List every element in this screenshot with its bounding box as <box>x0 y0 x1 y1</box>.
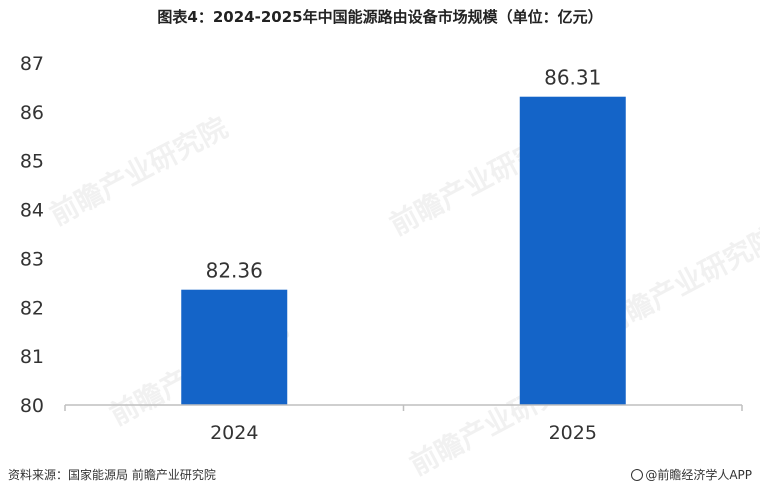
bar-chart: 80 81 82 83 84 85 86 87 82.36 86.31 2024 2025 <box>20 53 743 444</box>
y-tick-label: 85 <box>20 151 44 173</box>
y-tick-label: 80 <box>20 395 44 417</box>
bars: 82.36 86.31 <box>181 66 626 405</box>
brand-logo-icon <box>631 469 644 481</box>
footer: 资料来源：国家能源局 前瞻产业研究院 @前瞻经济学人APP <box>0 466 760 488</box>
source-note: 资料来源：国家能源局 前瞻产业研究院 <box>8 468 216 482</box>
bar-2024 <box>181 289 288 405</box>
brand-credit: @前瞻经济学人APP <box>631 466 752 483</box>
brand-label: @前瞻经济学人APP <box>645 468 752 482</box>
y-tick-label: 84 <box>20 200 44 222</box>
x-tick-label: 2025 <box>549 422 597 444</box>
x-axis: 2024 2025 <box>64 405 743 444</box>
y-tick-label: 83 <box>20 248 44 270</box>
y-tick-label: 82 <box>20 297 44 319</box>
y-tick-label: 87 <box>20 53 44 75</box>
data-label-2024: 82.36 <box>206 259 263 283</box>
y-tick-label: 81 <box>20 346 44 368</box>
bar-2025 <box>519 96 626 405</box>
chart-title: 图表4：2024-2025年中国能源路由设备市场规模（单位：亿元） <box>157 8 603 26</box>
y-tick-label: 86 <box>20 102 44 124</box>
x-tick-label: 2024 <box>210 422 258 444</box>
y-axis: 80 81 82 83 84 85 86 87 <box>20 53 44 417</box>
data-label-2025: 86.31 <box>544 66 601 90</box>
